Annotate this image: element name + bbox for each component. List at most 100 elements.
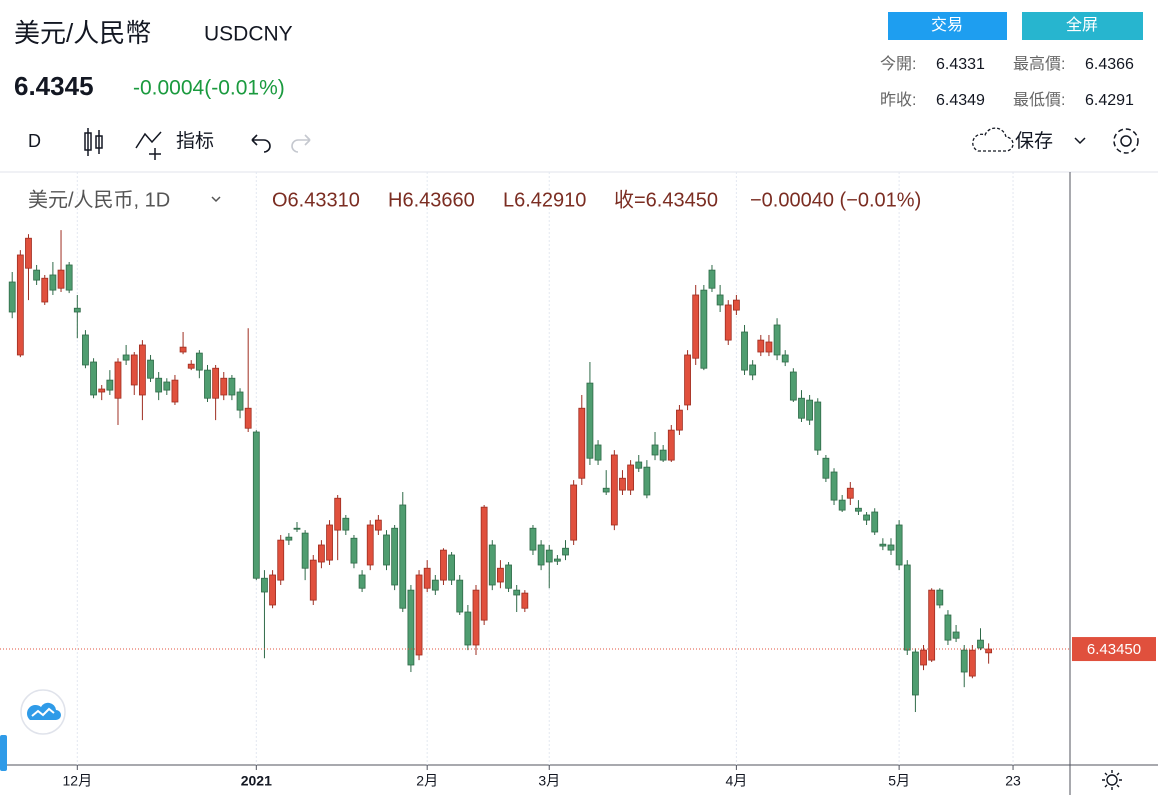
price: 6.4345	[14, 71, 94, 101]
candle-body	[350, 537, 358, 564]
candle-body	[879, 543, 887, 547]
candle-body	[562, 547, 569, 556]
candle-body	[781, 354, 789, 363]
candle-body	[692, 294, 700, 359]
legend-chevron[interactable]	[211, 196, 221, 203]
candle-body	[73, 307, 81, 313]
candle-body	[261, 577, 268, 593]
candle-body	[285, 536, 293, 541]
indicators-button[interactable]: 指标	[176, 130, 214, 152]
candle-body	[570, 484, 578, 541]
candle-body	[667, 429, 675, 461]
candle-body	[171, 379, 179, 403]
overlay: 12月 2021 2月 3月 4月 5月 23 6.43450	[0, 637, 1156, 789]
cloud-icon[interactable]	[972, 127, 1014, 152]
candle-body	[903, 564, 911, 651]
trade-button[interactable]	[888, 12, 1007, 40]
candle-body	[98, 388, 106, 393]
candle-body	[391, 527, 399, 586]
candle-type-icon[interactable]	[84, 128, 103, 156]
save-chevron[interactable]	[1074, 137, 1086, 145]
candle-body	[488, 544, 496, 586]
settings-icon[interactable]	[1113, 128, 1139, 154]
candle-body	[814, 401, 822, 451]
candle-body	[863, 514, 870, 521]
candle-body	[456, 579, 464, 613]
axis-settings-icon[interactable]	[1102, 770, 1122, 790]
candle-body	[741, 331, 748, 371]
candle-body	[179, 346, 187, 353]
candle-body	[594, 444, 602, 461]
candle-body	[16, 254, 24, 356]
candle-body	[659, 449, 667, 461]
candle-body	[553, 558, 561, 562]
candle-body	[155, 377, 163, 393]
candle-body	[789, 371, 797, 401]
candle-body	[236, 391, 244, 411]
candle-body	[366, 524, 374, 566]
x-tick-label: 2021	[241, 773, 272, 789]
side-tab[interactable]	[0, 735, 7, 771]
candle-body	[25, 237, 32, 269]
candle-body	[342, 517, 350, 531]
candle-body	[602, 487, 610, 493]
candle-body	[204, 369, 211, 399]
candle-body	[114, 361, 122, 399]
stat-value: 6.4349	[936, 92, 985, 109]
candle-body	[635, 461, 643, 469]
candle-body	[830, 471, 838, 501]
candle-body	[708, 269, 716, 289]
stat-label: 最高價:	[1013, 55, 1065, 73]
trade-button-label[interactable]: 交易	[931, 16, 963, 34]
legend-close: 收=6.43450	[614, 188, 718, 211]
candle-body	[627, 464, 635, 491]
candle-body	[464, 611, 472, 646]
redo-icon[interactable]	[291, 134, 311, 153]
candle-body	[163, 381, 171, 391]
fullscreen-button-label[interactable]: 全屏	[1066, 16, 1098, 34]
fullscreen-button[interactable]	[1022, 12, 1143, 40]
candle-body	[920, 649, 927, 666]
candle-body	[936, 589, 944, 606]
candle-body	[643, 466, 651, 496]
stat-label: 今開:	[880, 55, 916, 73]
stat-value: 6.4331	[936, 56, 985, 73]
candle-body	[130, 354, 138, 386]
candle-body	[41, 277, 49, 303]
candle-body	[497, 567, 504, 583]
candle-body	[423, 567, 431, 589]
stat-label: 昨收:	[880, 91, 916, 109]
candle-body	[90, 361, 97, 396]
candle-body	[309, 559, 317, 601]
stat-label: 最低價:	[1013, 91, 1065, 109]
save-button[interactable]: 保存	[1015, 130, 1053, 152]
candle-body	[277, 539, 285, 581]
candle-body	[732, 299, 740, 311]
candle-body	[318, 544, 325, 563]
legend-change: −0.00040 (−0.01%)	[750, 189, 921, 211]
candle-body	[49, 274, 57, 291]
legend-high: H6.43660	[388, 189, 475, 211]
last-price-label: 6.43450	[1087, 641, 1141, 658]
indicator-icon[interactable]	[135, 131, 162, 160]
candle-body	[911, 651, 919, 696]
candle-body	[651, 444, 659, 456]
logo[interactable]	[20, 689, 66, 735]
candle-body	[977, 639, 984, 649]
candle-body	[252, 431, 260, 579]
change: -0.0004(-0.01%)	[133, 77, 285, 100]
x-tick-label: 4月	[725, 773, 747, 789]
candle-body	[57, 269, 65, 289]
candle-body	[8, 281, 16, 313]
stat-value: 6.4366	[1085, 56, 1134, 73]
candle-body	[147, 359, 154, 379]
candle-body	[383, 534, 390, 566]
candle-body	[195, 352, 203, 371]
candle-body	[374, 519, 382, 531]
candle-body	[440, 549, 447, 581]
undo-icon[interactable]	[251, 134, 271, 153]
interval-button[interactable]: D	[28, 131, 41, 151]
candle-body	[952, 631, 960, 639]
